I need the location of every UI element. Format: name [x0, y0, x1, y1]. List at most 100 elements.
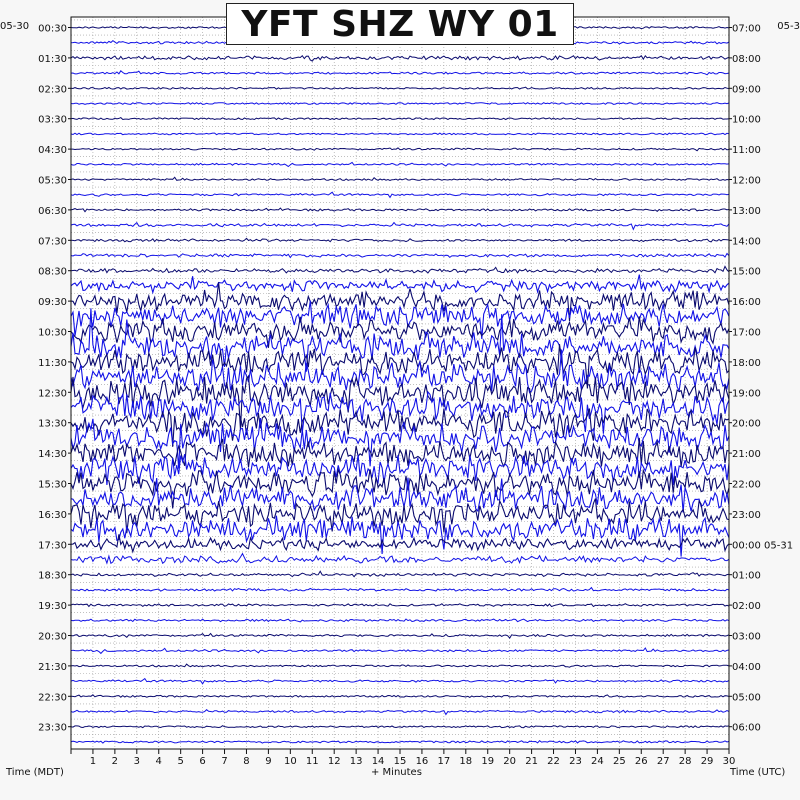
right-time-label: 02:00 [732, 601, 761, 612]
seismic-trace [70, 191, 730, 199]
seismic-trace [70, 618, 730, 623]
x-tick-label: 23 [569, 756, 582, 767]
x-tick-label: 21 [525, 756, 538, 767]
left-time-label: 21:30 [38, 662, 67, 673]
right-time-label: 09:00 [732, 84, 761, 95]
seismic-trace [70, 709, 730, 716]
right-time-label: 23:00 [732, 510, 761, 521]
left-time-label: 09:30 [38, 297, 67, 308]
left-time-label: 03:30 [38, 115, 67, 126]
left-time-label: 11:30 [38, 358, 67, 369]
seismic-trace [70, 740, 730, 744]
seismic-trace [70, 308, 730, 372]
right-time-label: 14:00 [732, 236, 761, 247]
right-axis-title: Time (UTC) [730, 767, 786, 778]
x-tick-label: 3 [134, 756, 140, 767]
x-tick-label: 11 [306, 756, 319, 767]
seismic-trace [70, 418, 730, 469]
seismic-trace [70, 70, 730, 76]
x-tick-label: 4 [156, 756, 162, 767]
left-time-label: 00:30 [38, 24, 67, 35]
x-tick-label: 20 [503, 756, 516, 767]
seismic-trace [71, 586, 730, 592]
x-tick-label: 27 [657, 756, 670, 767]
seismic-trace [70, 300, 730, 339]
left-time-label: 19:30 [38, 601, 67, 612]
right-time-label: 12:00 [732, 176, 761, 187]
label-layer: 1 2 3 4 5 6 7 8 9 10 11 12 13 14 15 16 17 18 19 20 21 22 23 24 2… [38, 24, 793, 768]
seismic-trace [70, 102, 730, 105]
x-tick-label: 14 [372, 756, 385, 767]
x-tick-label: 8 [243, 756, 249, 767]
seismic-trace [70, 132, 730, 136]
x-tick-label: 16 [416, 756, 429, 767]
seismic-trace [70, 86, 730, 90]
left-time-label: 14:30 [38, 449, 67, 460]
x-tick-label: 1 [90, 756, 96, 767]
right-time-label: 22:00 [732, 480, 761, 491]
seismic-trace [70, 274, 730, 295]
seismic-trace [70, 498, 730, 534]
left-time-label: 16:30 [38, 510, 67, 521]
seismic-trace [70, 677, 730, 685]
seismic-trace [70, 237, 730, 243]
left-time-label: 22:30 [38, 692, 67, 703]
left-time-label: 12:30 [38, 388, 67, 399]
x-tick-label: 29 [701, 756, 714, 767]
right-time-label: 00:00 05-31 [732, 540, 793, 551]
seismic-trace [70, 663, 730, 668]
right-time-label: 18:00 [732, 358, 761, 369]
seismic-trace [70, 349, 730, 394]
seismic-trace [70, 117, 730, 121]
right-time-label: 11:00 [732, 145, 761, 156]
right-time-label: 10:00 [732, 115, 761, 126]
x-tick-label: 22 [547, 756, 560, 767]
x-tick-label: 30 [723, 756, 736, 767]
x-tick-label: 26 [635, 756, 648, 767]
left-time-label: 04:30 [38, 145, 67, 156]
right-time-label: 05:00 [732, 692, 761, 703]
left-time-label: 01:30 [38, 54, 67, 65]
x-tick-label: 25 [613, 756, 626, 767]
right-time-label: 03:00 [732, 632, 761, 643]
left-time-label: 10:30 [38, 328, 67, 339]
x-tick-label: 12 [328, 756, 341, 767]
right-time-label: 20:00 [732, 419, 761, 430]
right-time-label: 13:00 [732, 206, 761, 217]
x-tick-label: 2 [112, 756, 118, 767]
seismic-trace [70, 316, 730, 348]
left-time-label: 23:30 [38, 723, 67, 734]
x-axis-label: + Minutes [371, 767, 422, 778]
right-time-label: 04:00 [732, 662, 761, 673]
right-time-label: 06:00 [732, 723, 761, 734]
x-tick-label: 19 [481, 756, 494, 767]
x-tick-label: 9 [265, 756, 271, 767]
seismic-trace [70, 374, 730, 431]
seismic-trace [70, 515, 730, 557]
right-time-label: 17:00 [732, 328, 761, 339]
seismic-trace [70, 694, 730, 698]
seismic-trace [70, 454, 730, 486]
seismic-trace [71, 147, 730, 152]
right-time-label: 15:00 [732, 267, 761, 278]
x-tick-label: 5 [177, 756, 183, 767]
date-label-left: 05-30 [0, 21, 30, 32]
right-time-label: 08:00 [732, 54, 761, 65]
x-tick-label: 13 [350, 756, 363, 767]
x-tick-label: 6 [199, 756, 205, 767]
left-time-label: 20:30 [38, 632, 67, 643]
grid-layer [71, 17, 729, 749]
left-time-label: 06:30 [38, 206, 67, 217]
seismic-trace [70, 265, 730, 274]
x-tick-label: 7 [221, 756, 227, 767]
left-time-label: 07:30 [38, 236, 67, 247]
seismic-trace [70, 534, 730, 554]
seismic-trace [70, 161, 730, 168]
left-time-label: 08:30 [38, 267, 67, 278]
x-tick-label: 17 [437, 756, 450, 767]
seismic-trace [70, 647, 730, 655]
left-time-label: 02:30 [38, 84, 67, 95]
seismic-trace [70, 176, 730, 181]
right-time-label: 16:00 [732, 297, 761, 308]
